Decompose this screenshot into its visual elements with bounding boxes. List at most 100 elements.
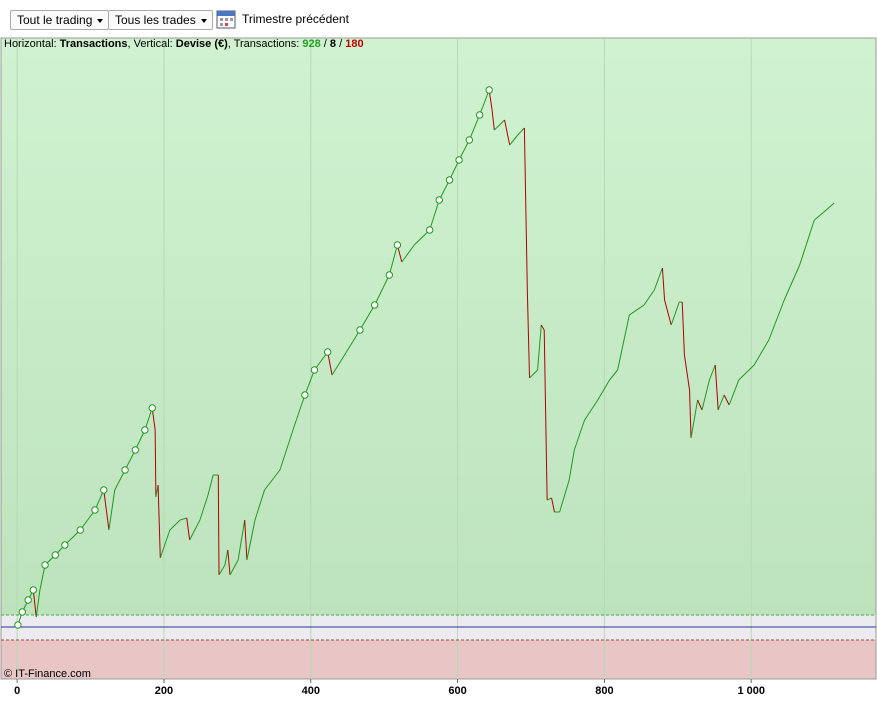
equity-segment xyxy=(327,351,333,376)
new-high-marker xyxy=(455,156,463,164)
equity-segment xyxy=(617,314,630,371)
equity-segment xyxy=(689,389,692,439)
plot-background xyxy=(1,38,876,615)
equity-segment xyxy=(169,519,181,531)
new-high-marker xyxy=(24,596,32,604)
new-high-marker xyxy=(29,586,37,594)
credit: © IT-Finance.com xyxy=(4,668,91,680)
equity-segment xyxy=(144,407,153,431)
equity-segment xyxy=(224,549,229,566)
equity-segment xyxy=(103,489,110,531)
equity-segment xyxy=(388,244,398,276)
new-high-marker xyxy=(435,196,443,204)
equity-segment xyxy=(35,589,41,618)
equity-segment xyxy=(227,549,231,576)
subtitle-part: Transactions xyxy=(60,38,128,50)
new-high-marker xyxy=(445,176,454,184)
loss-band xyxy=(1,640,876,679)
equity-segment xyxy=(217,474,220,576)
equity-segment xyxy=(264,469,281,491)
new-high-marker xyxy=(121,466,129,474)
equity-segment xyxy=(653,267,663,291)
equity-segment xyxy=(559,479,570,513)
equity-segment xyxy=(584,399,599,421)
new-high-marker xyxy=(323,348,332,356)
equity-segment xyxy=(597,379,610,401)
equity-segment xyxy=(186,517,191,541)
equity-segment xyxy=(401,244,415,263)
calendar-icon[interactable] xyxy=(216,9,238,31)
equity-segment xyxy=(344,329,361,356)
equity-segment xyxy=(491,109,495,131)
equity-segment xyxy=(814,211,825,221)
period-label[interactable]: Trimestre précédent xyxy=(242,12,349,26)
equity-segment xyxy=(304,369,315,396)
equity-segment xyxy=(551,497,555,513)
new-high-marker xyxy=(51,551,60,559)
equity-segment xyxy=(609,369,618,381)
subtitle-part: Devise (€) xyxy=(176,38,228,50)
new-high-marker xyxy=(475,111,484,119)
subtitle-part: 928 xyxy=(302,38,320,50)
new-high-marker xyxy=(310,366,319,374)
new-high-marker xyxy=(76,526,84,534)
chart-subtitle: Horizontal: Transactions, Vertical: Devi… xyxy=(4,38,364,50)
equity-segment xyxy=(683,354,691,391)
equity-segment xyxy=(799,219,815,266)
filter-dropdown[interactable]: Tous les trades xyxy=(108,10,213,30)
equity-segment xyxy=(331,354,345,376)
new-high-marker xyxy=(356,326,364,334)
new-high-marker xyxy=(370,301,379,309)
x-tick-label: 0 xyxy=(14,685,20,697)
equity-segment xyxy=(664,299,672,326)
subtitle-part: 180 xyxy=(345,38,363,50)
equity-segment xyxy=(690,399,699,439)
equity-segment xyxy=(537,324,542,371)
x-tick-label: 200 xyxy=(155,685,173,697)
equity-segment xyxy=(438,179,450,201)
x-tick-label: 400 xyxy=(302,685,320,697)
subtitle-part: , Vertical: xyxy=(128,38,176,50)
equity-segment xyxy=(526,289,531,379)
new-high-marker xyxy=(465,136,474,144)
x-tick-label: 600 xyxy=(448,685,466,697)
equity-segment xyxy=(279,424,296,471)
equity-segment xyxy=(199,494,209,521)
equity-segment xyxy=(114,469,126,491)
equity-segment xyxy=(294,394,306,426)
equity-segment xyxy=(509,134,519,146)
equity-segment xyxy=(218,564,226,576)
equity-segment xyxy=(643,289,655,306)
equity-segment xyxy=(543,329,548,501)
equity-segment xyxy=(540,324,545,331)
equity-segment xyxy=(681,301,685,356)
equity-segment xyxy=(108,489,116,531)
new-high-marker xyxy=(91,506,99,514)
equity-segment xyxy=(246,519,256,561)
equity-segment xyxy=(568,449,575,481)
equity-segment xyxy=(823,202,835,213)
toolbar: Tout le trading Tous les trades Trimestr… xyxy=(0,0,877,38)
new-high-marker xyxy=(425,226,434,234)
new-high-marker xyxy=(485,86,493,94)
equity-segment xyxy=(546,497,552,501)
x-tick-label: 1 000 xyxy=(737,685,765,697)
subtitle-part: / xyxy=(336,38,345,50)
equity-segment xyxy=(717,394,725,411)
equity-segment xyxy=(229,559,239,576)
equity-segment xyxy=(314,351,329,371)
equity-segment xyxy=(768,299,785,341)
equity-segment xyxy=(179,517,187,521)
equity-segment xyxy=(723,394,730,406)
subtitle-part: / xyxy=(321,38,330,50)
new-high-marker xyxy=(385,271,394,279)
equity-segment xyxy=(468,114,481,141)
equity-segment xyxy=(753,339,770,366)
x-tick-label: 800 xyxy=(595,685,613,697)
equity-segment xyxy=(359,304,376,331)
equity-segment xyxy=(374,274,390,306)
plot-frame xyxy=(0,37,877,680)
equity-segment xyxy=(244,519,248,561)
